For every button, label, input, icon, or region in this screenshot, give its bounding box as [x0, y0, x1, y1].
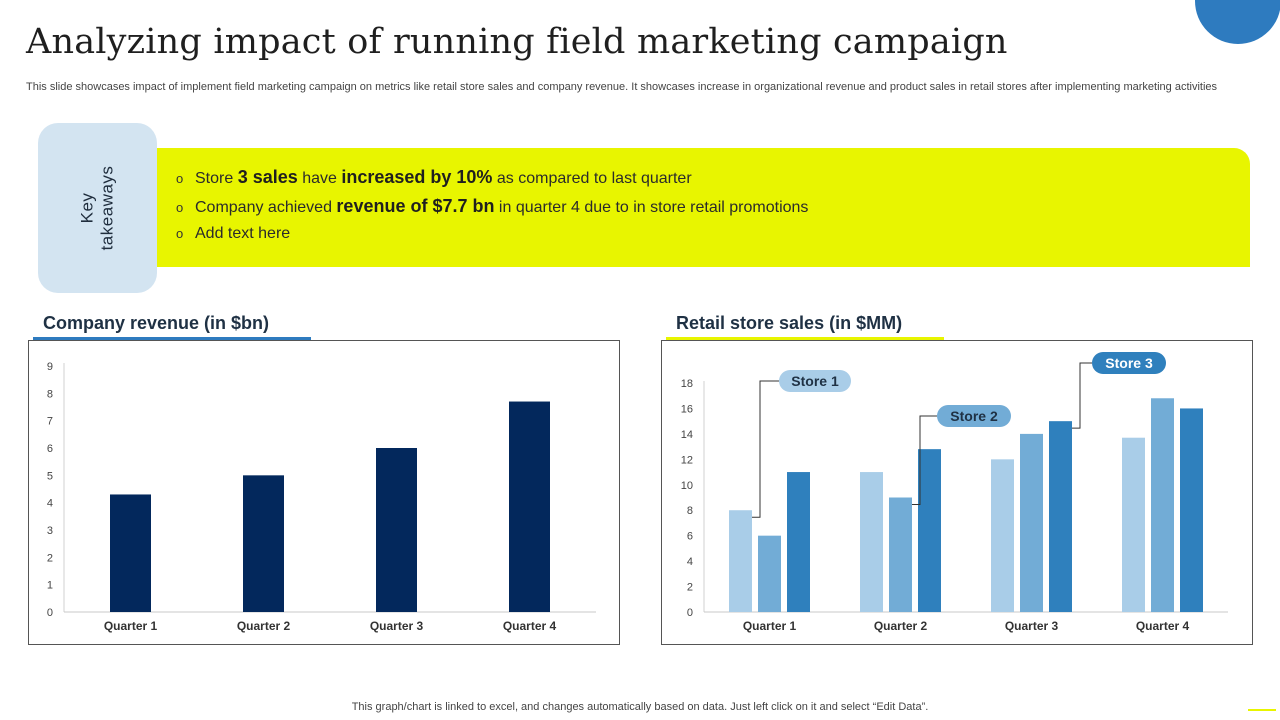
sales-bar-store-3	[1049, 421, 1072, 612]
store-sales-chart-svg: 0 2 4 6 8 10 12 14 16 18 Quarter 1 Quarter 2 Quarter…	[681, 352, 1228, 633]
slide-title: Analyzing impact of running field market…	[26, 22, 1008, 62]
callout-store-1-pill	[779, 370, 851, 392]
sales-bar-store-3	[787, 472, 810, 612]
bullet-marker: o	[176, 200, 184, 215]
revenue-y-tick-label: 1	[47, 580, 53, 592]
sales-y-tick-label: 8	[687, 505, 693, 517]
revenue-bar	[243, 475, 284, 612]
takeaway-2-text: Company achieved revenue of $7.7 bn in q…	[195, 196, 808, 217]
revenue-x-tick-label: Quarter 4	[503, 619, 557, 633]
sales-y-tick-label: 14	[681, 429, 693, 441]
revenue-bar	[509, 401, 550, 612]
callout-store-2-label: Store 2	[950, 408, 998, 424]
sales-bar-store-2	[1020, 433, 1043, 612]
sales-x-tick-label: Quarter 2	[874, 619, 928, 633]
key-takeaways-panel	[120, 148, 1250, 267]
takeaway-1-highlight-2: increased by 10%	[341, 167, 493, 187]
callout-store-2-leader	[912, 415, 937, 505]
sales-y-tick-label: 16	[681, 403, 693, 415]
callout-store-1-label: Store 1	[791, 373, 839, 389]
takeaway-2-part-2: in quarter 4 due to in store retail prom…	[494, 199, 809, 216]
takeaway-1-part-2: have	[297, 170, 342, 187]
bullet-marker: o	[176, 171, 184, 186]
sales-x-tick-label: Quarter 4	[1136, 619, 1190, 633]
sales-y-tick-label: 12	[681, 454, 693, 466]
callout-store-1-leader	[752, 380, 779, 518]
takeaway-list: o Store 3 sales have increased by 10% as…	[176, 167, 1236, 251]
revenue-bar	[110, 494, 151, 612]
takeaway-1-part-3: as compared to last quarter	[492, 170, 692, 187]
takeaway-1-part-1: Store	[195, 170, 238, 187]
callout-store-3-leader	[1072, 362, 1092, 429]
revenue-y-tick-label: 7	[47, 416, 53, 428]
sales-bar-store-1	[1122, 437, 1145, 612]
takeaway-item-3: o Add text here	[176, 225, 1236, 251]
revenue-bar	[376, 448, 417, 612]
revenue-y-tick-label: 2	[47, 552, 53, 564]
store-sales-chart-title: Retail store sales (in $MM)	[676, 313, 903, 333]
revenue-y-tick-label: 3	[47, 525, 53, 537]
callout-store-3-pill	[1092, 352, 1166, 374]
revenue-x-tick-label: Quarter 2	[237, 619, 291, 633]
revenue-y-tick-label: 9	[47, 361, 53, 373]
sales-y-tick-label: 6	[687, 531, 693, 543]
revenue-y-tick-label: 0	[47, 607, 53, 619]
takeaway-2-part-1: Company achieved	[195, 199, 337, 216]
key-takeaways-tab	[38, 123, 157, 293]
revenue-y-tick-label: 6	[47, 443, 53, 455]
sales-y-tick-label: 10	[681, 480, 693, 492]
sales-x-tick-label: Quarter 3	[1005, 619, 1059, 633]
takeaway-item-1: o Store 3 sales have increased by 10% as…	[176, 167, 1236, 196]
revenue-y-tick-label: 5	[47, 470, 53, 482]
revenue-chart-title: Company revenue (in $bn)	[43, 313, 270, 333]
sales-bar-store-1	[729, 510, 752, 612]
sales-y-tick-label: 0	[687, 607, 693, 619]
takeaway-item-2: o Company achieved revenue of $7.7 bn in…	[176, 196, 1236, 225]
takeaway-3-text: Add text here	[195, 225, 291, 242]
sales-bar-store-2	[758, 535, 781, 612]
takeaway-2-highlight: revenue of $7.7 bn	[336, 196, 495, 216]
bullet-marker: o	[176, 226, 184, 241]
takeaway-1-highlight-1: 3 sales	[237, 167, 298, 187]
sales-bar-store-1	[860, 472, 883, 612]
sales-bar-store-2	[889, 497, 912, 612]
callout-store-3-label: Store 3	[1105, 355, 1153, 371]
revenue-x-tick-label: Quarter 1	[104, 619, 158, 633]
key-takeaways-label: Key takeaways	[77, 165, 117, 251]
key-takeaways-label-wrap: Key takeaways	[38, 123, 157, 293]
sales-y-tick-label: 2	[687, 582, 693, 594]
revenue-x-tick-label: Quarter 3	[370, 619, 424, 633]
revenue-y-tick-label: 8	[47, 388, 53, 400]
sales-bar-store-1	[991, 459, 1014, 612]
footer-note: This graph/chart is linked to excel, and…	[351, 701, 929, 713]
takeaway-1-text: Store 3 sales have increased by 10% as c…	[195, 167, 692, 188]
footer-accent-line	[1248, 709, 1276, 711]
revenue-chart-title-underline	[33, 337, 311, 340]
store-sales-chart-title-underline	[666, 337, 944, 340]
sales-y-tick-label: 4	[687, 556, 693, 568]
sales-bar-store-3	[918, 449, 941, 612]
revenue-y-tick-label: 4	[47, 498, 53, 510]
sales-bar-store-2	[1151, 398, 1174, 612]
store-sales-chart[interactable]: 0 2 4 6 8 10 12 14 16 18 Quarter 1 Quarter 2 Quarter…	[661, 340, 1253, 645]
callout-store-2-pill	[937, 405, 1011, 427]
revenue-chart[interactable]: 0 1 2 3 4 5 6 7 8 9 Quarter 1 Quarter 2 Quarter 3 Qua…	[28, 340, 620, 645]
corner-decoration-circle	[1195, 0, 1280, 44]
slide-subtitle: This slide showcases impact of implement…	[26, 81, 1218, 93]
sales-x-tick-label: Quarter 1	[743, 619, 797, 633]
revenue-chart-svg: 0 1 2 3 4 5 6 7 8 9 Quarter 1 Quarter 2 Quarter 3 Qua…	[47, 361, 596, 633]
sales-bar-store-3	[1180, 408, 1203, 612]
sales-y-tick-label: 18	[681, 378, 693, 390]
